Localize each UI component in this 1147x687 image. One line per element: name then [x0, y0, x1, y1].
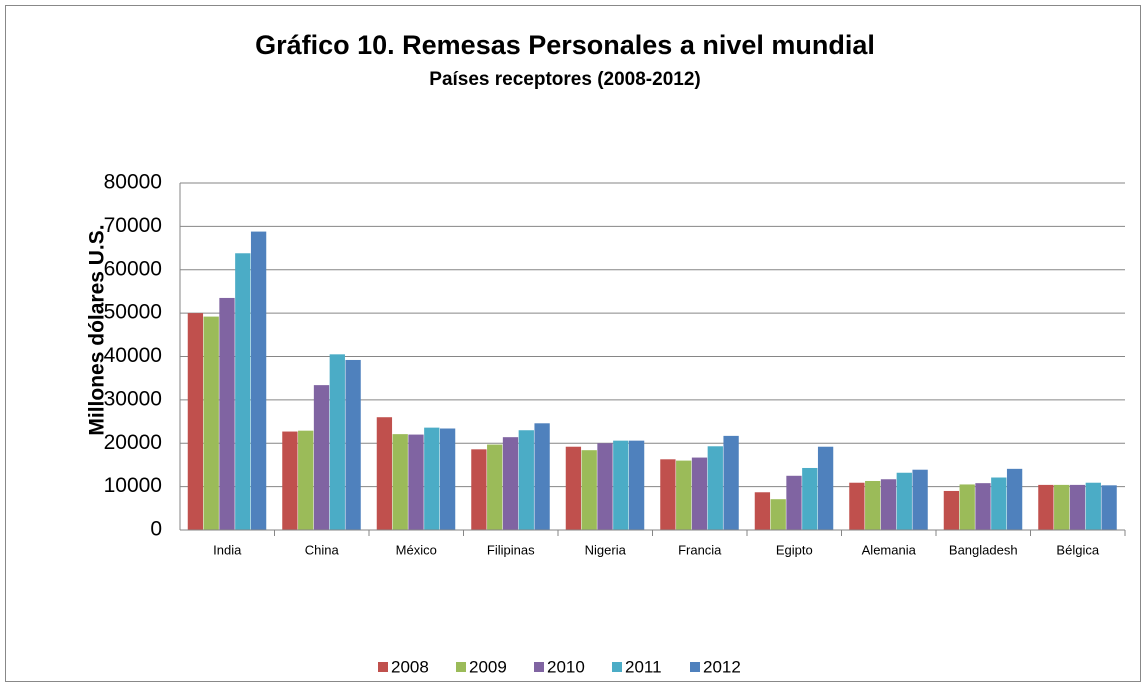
bar	[975, 483, 991, 530]
bar	[187, 313, 204, 530]
bar	[613, 440, 629, 530]
bar	[1101, 485, 1117, 530]
bar	[313, 385, 330, 530]
legend-swatch	[690, 662, 700, 672]
bar	[707, 446, 723, 530]
x-tick-label: Bélgica	[1056, 542, 1099, 557]
x-tick-label: Alemania	[862, 542, 917, 557]
bar	[1006, 468, 1023, 530]
bar	[880, 479, 897, 530]
bar	[518, 430, 534, 530]
bar	[723, 435, 739, 530]
y-tick-label: 70000	[104, 214, 162, 237]
bar	[219, 297, 235, 530]
bar	[1054, 484, 1070, 530]
x-tick-label: Francia	[678, 542, 722, 557]
bar	[502, 437, 519, 530]
x-tick-label: India	[213, 542, 242, 557]
bar	[817, 446, 834, 530]
y-tick-label: 80000	[104, 171, 162, 194]
legend-swatch	[534, 662, 544, 672]
bar	[235, 253, 251, 530]
bar	[865, 480, 881, 530]
bar	[849, 482, 865, 530]
bar	[471, 449, 487, 530]
bar	[250, 231, 267, 530]
y-tick-label: 30000	[104, 387, 162, 410]
y-tick-label: 60000	[104, 257, 162, 280]
chart-border	[5, 5, 1141, 682]
bar	[912, 469, 928, 530]
y-tick-label: 40000	[104, 344, 162, 367]
legend-swatch	[612, 662, 622, 672]
bar	[487, 444, 503, 530]
x-tick-label: Filipinas	[487, 542, 535, 557]
x-tick-label: Egipto	[776, 542, 813, 557]
y-tick-label: 20000	[104, 431, 162, 454]
bar	[896, 472, 912, 530]
bar	[565, 446, 582, 530]
bar	[676, 460, 692, 530]
bar	[376, 417, 393, 530]
bar	[298, 430, 314, 530]
bar	[691, 457, 708, 530]
x-tick-label: México	[396, 542, 437, 557]
bar	[660, 459, 676, 530]
legend-label: 2012	[703, 657, 741, 676]
bar	[534, 423, 550, 530]
bar	[408, 434, 424, 530]
x-tick-label: Bangladesh	[949, 542, 1018, 557]
y-axis-label: Millones dólares U.S.	[86, 224, 109, 435]
bar	[597, 443, 613, 530]
bar	[424, 427, 440, 530]
bar	[203, 316, 219, 530]
bar	[786, 475, 802, 530]
x-tick-label: China	[305, 542, 340, 557]
legend-label: 2010	[547, 657, 585, 676]
bar	[1038, 484, 1054, 530]
bar	[1085, 482, 1101, 530]
y-tick-label: 0	[150, 518, 162, 541]
bar	[282, 431, 298, 530]
y-tick-label: 50000	[104, 301, 162, 324]
x-tick-label: Nigeria	[585, 542, 627, 557]
bar	[943, 490, 960, 530]
bar	[581, 450, 597, 530]
bar	[754, 492, 771, 530]
legend-label: 2008	[391, 657, 429, 676]
bar	[392, 434, 408, 530]
bar	[802, 467, 818, 530]
chart-subtitle: Países receptores (2008-2012)	[429, 69, 700, 90]
bar	[770, 499, 786, 530]
legend-label: 2011	[625, 657, 662, 676]
legend-label: 2009	[469, 657, 507, 676]
y-tick-label: 10000	[104, 474, 162, 497]
chart-title: Gráfico 10. Remesas Personales a nivel m…	[255, 30, 875, 60]
bar	[1069, 484, 1086, 530]
legend-swatch	[378, 662, 388, 672]
bar	[991, 477, 1007, 530]
bar	[329, 354, 345, 530]
bar	[439, 428, 456, 530]
bar	[959, 484, 975, 530]
legend-swatch	[456, 662, 466, 672]
bar	[628, 440, 645, 530]
bar	[345, 359, 361, 530]
